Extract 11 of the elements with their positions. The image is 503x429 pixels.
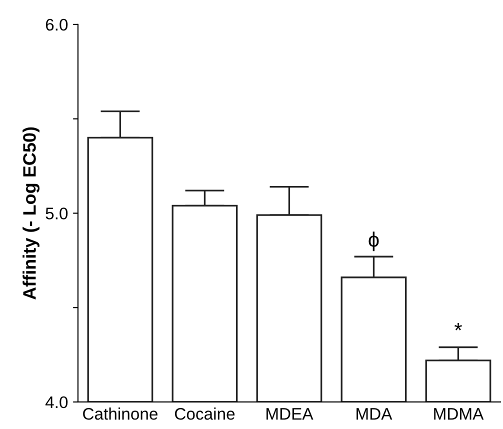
y-tick-label: 5.0 — [46, 208, 68, 220]
x-tick-label: MDEA — [266, 408, 314, 420]
y-axis-title: Affinity (- Log EC50) — [22, 127, 40, 300]
y-tick-label: 6.0 — [46, 18, 68, 31]
y-tick-label: 4.0 — [45, 396, 68, 408]
annotation: ϕ — [368, 232, 379, 252]
x-tick-label: Cocaine — [174, 408, 235, 420]
annotation: * — [454, 323, 462, 330]
x-tick-label: MDA — [356, 408, 392, 420]
x-tick-label: MDMA — [434, 408, 484, 420]
x-tick-label: Cathinone — [83, 408, 158, 420]
